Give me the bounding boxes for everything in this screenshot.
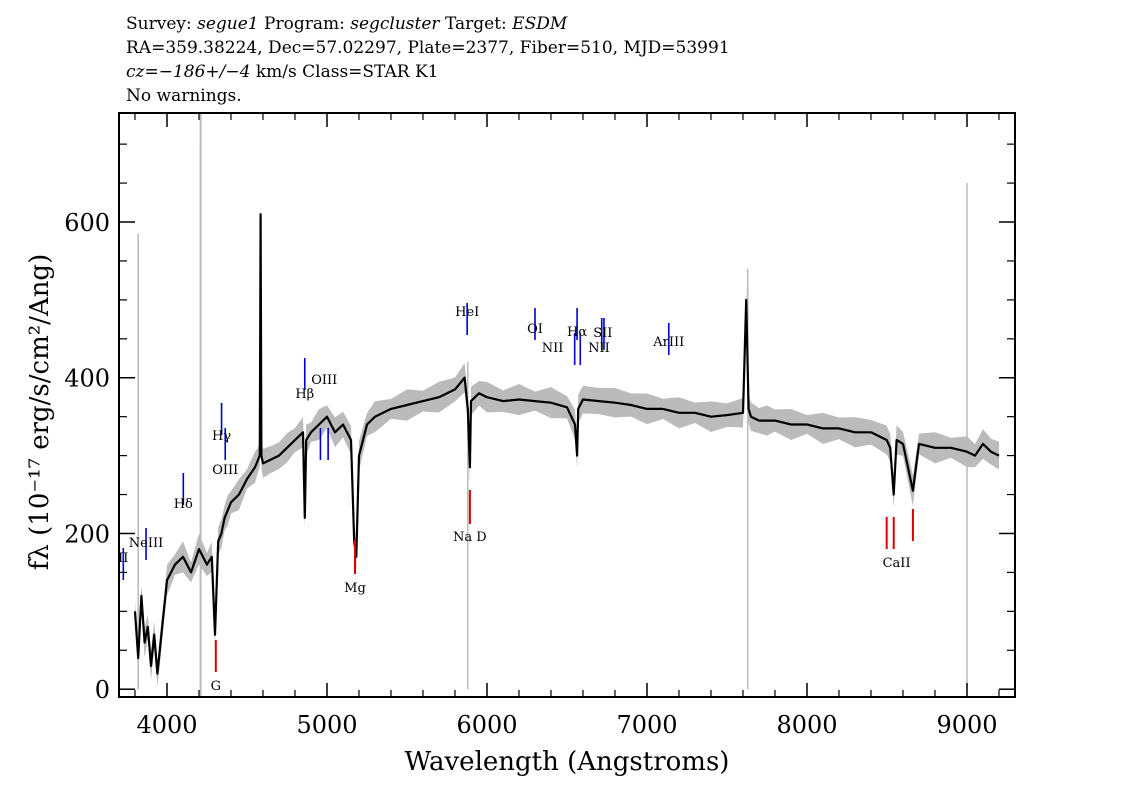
emission-line-label: NII [542,341,564,356]
header-line-warnings: No warnings. [126,86,242,106]
emission-line-label: Hδ [174,497,193,512]
absorption-line-label: CaII [883,556,911,571]
survey-value: segue1 [197,14,259,34]
emission-line-label: Hβ [295,387,314,402]
x-tick-label: 6000 [456,711,517,739]
emission-line-label: II [118,551,128,566]
error-series [135,144,999,690]
absorption-line-label: Na D [453,530,487,545]
absorption-line-label: G [211,679,221,694]
error-envelope [135,199,999,687]
emission-line-label: OIII [212,463,238,478]
class-value: km/s Class=STAR K1 [250,62,439,82]
survey-label: Survey: [126,14,198,34]
spectral-line-markers: IINeIIIHδHγOIIIHβOIIIHeIOINIIHαNIISIIArI… [118,303,914,694]
program-value: segcluster [350,14,440,34]
emission-line-label: OIII [311,373,337,388]
x-tick-label: 7000 [616,711,677,739]
header-line-survey: Survey: segue1 Program: segcluster Targe… [126,12,730,36]
x-tick-label: 4000 [136,711,197,739]
target-label: Target: [439,14,513,34]
x-tick-label: 8000 [776,711,837,739]
emission-line-label: Hα [567,325,587,340]
flux-line [133,213,1000,675]
emission-line-label: ArIII [652,335,684,350]
header-line-coords: RA=359.38224, Dec=57.02297, Plate=2377, … [126,38,730,58]
y-tick-label: 400 [64,365,110,393]
axes: 4000 5000 6000 7000 8000 9000 0 200 400 600 [64,113,1015,739]
absorption-line-label: Mg [344,581,366,596]
y-tick-label: 0 [95,676,110,704]
plot-frame [118,112,1016,698]
y-tick-label: 200 [64,520,110,548]
emission-line-label: NeIII [129,536,163,551]
emission-line-label: NII [588,341,610,356]
x-tick-label: 9000 [936,711,997,739]
x-axis-label: Wavelength (Angstroms) [405,747,730,777]
emission-line-label: SII [593,326,612,341]
y-axis-label: fλ (10⁻¹⁷ erg/s/cm²/Ang) [25,254,55,570]
x-tick-label: 5000 [296,711,357,739]
plot-border [118,112,1016,698]
target-value: ESDM [512,14,568,34]
y-tick-label: 600 [64,209,110,237]
spectrum-header: Survey: segue1 Program: segcluster Targe… [126,12,730,108]
emission-line-label: HeI [455,305,479,320]
emission-line-label: OI [527,322,543,337]
header-line-redshift: cz=−186+/−4 km/s Class=STAR K1 [126,60,730,84]
redshift-value: cz=−186+/−4 [126,62,251,82]
program-label: Program: [258,14,351,34]
emission-line-label: Hγ [212,429,231,444]
flux-series [133,213,1000,675]
